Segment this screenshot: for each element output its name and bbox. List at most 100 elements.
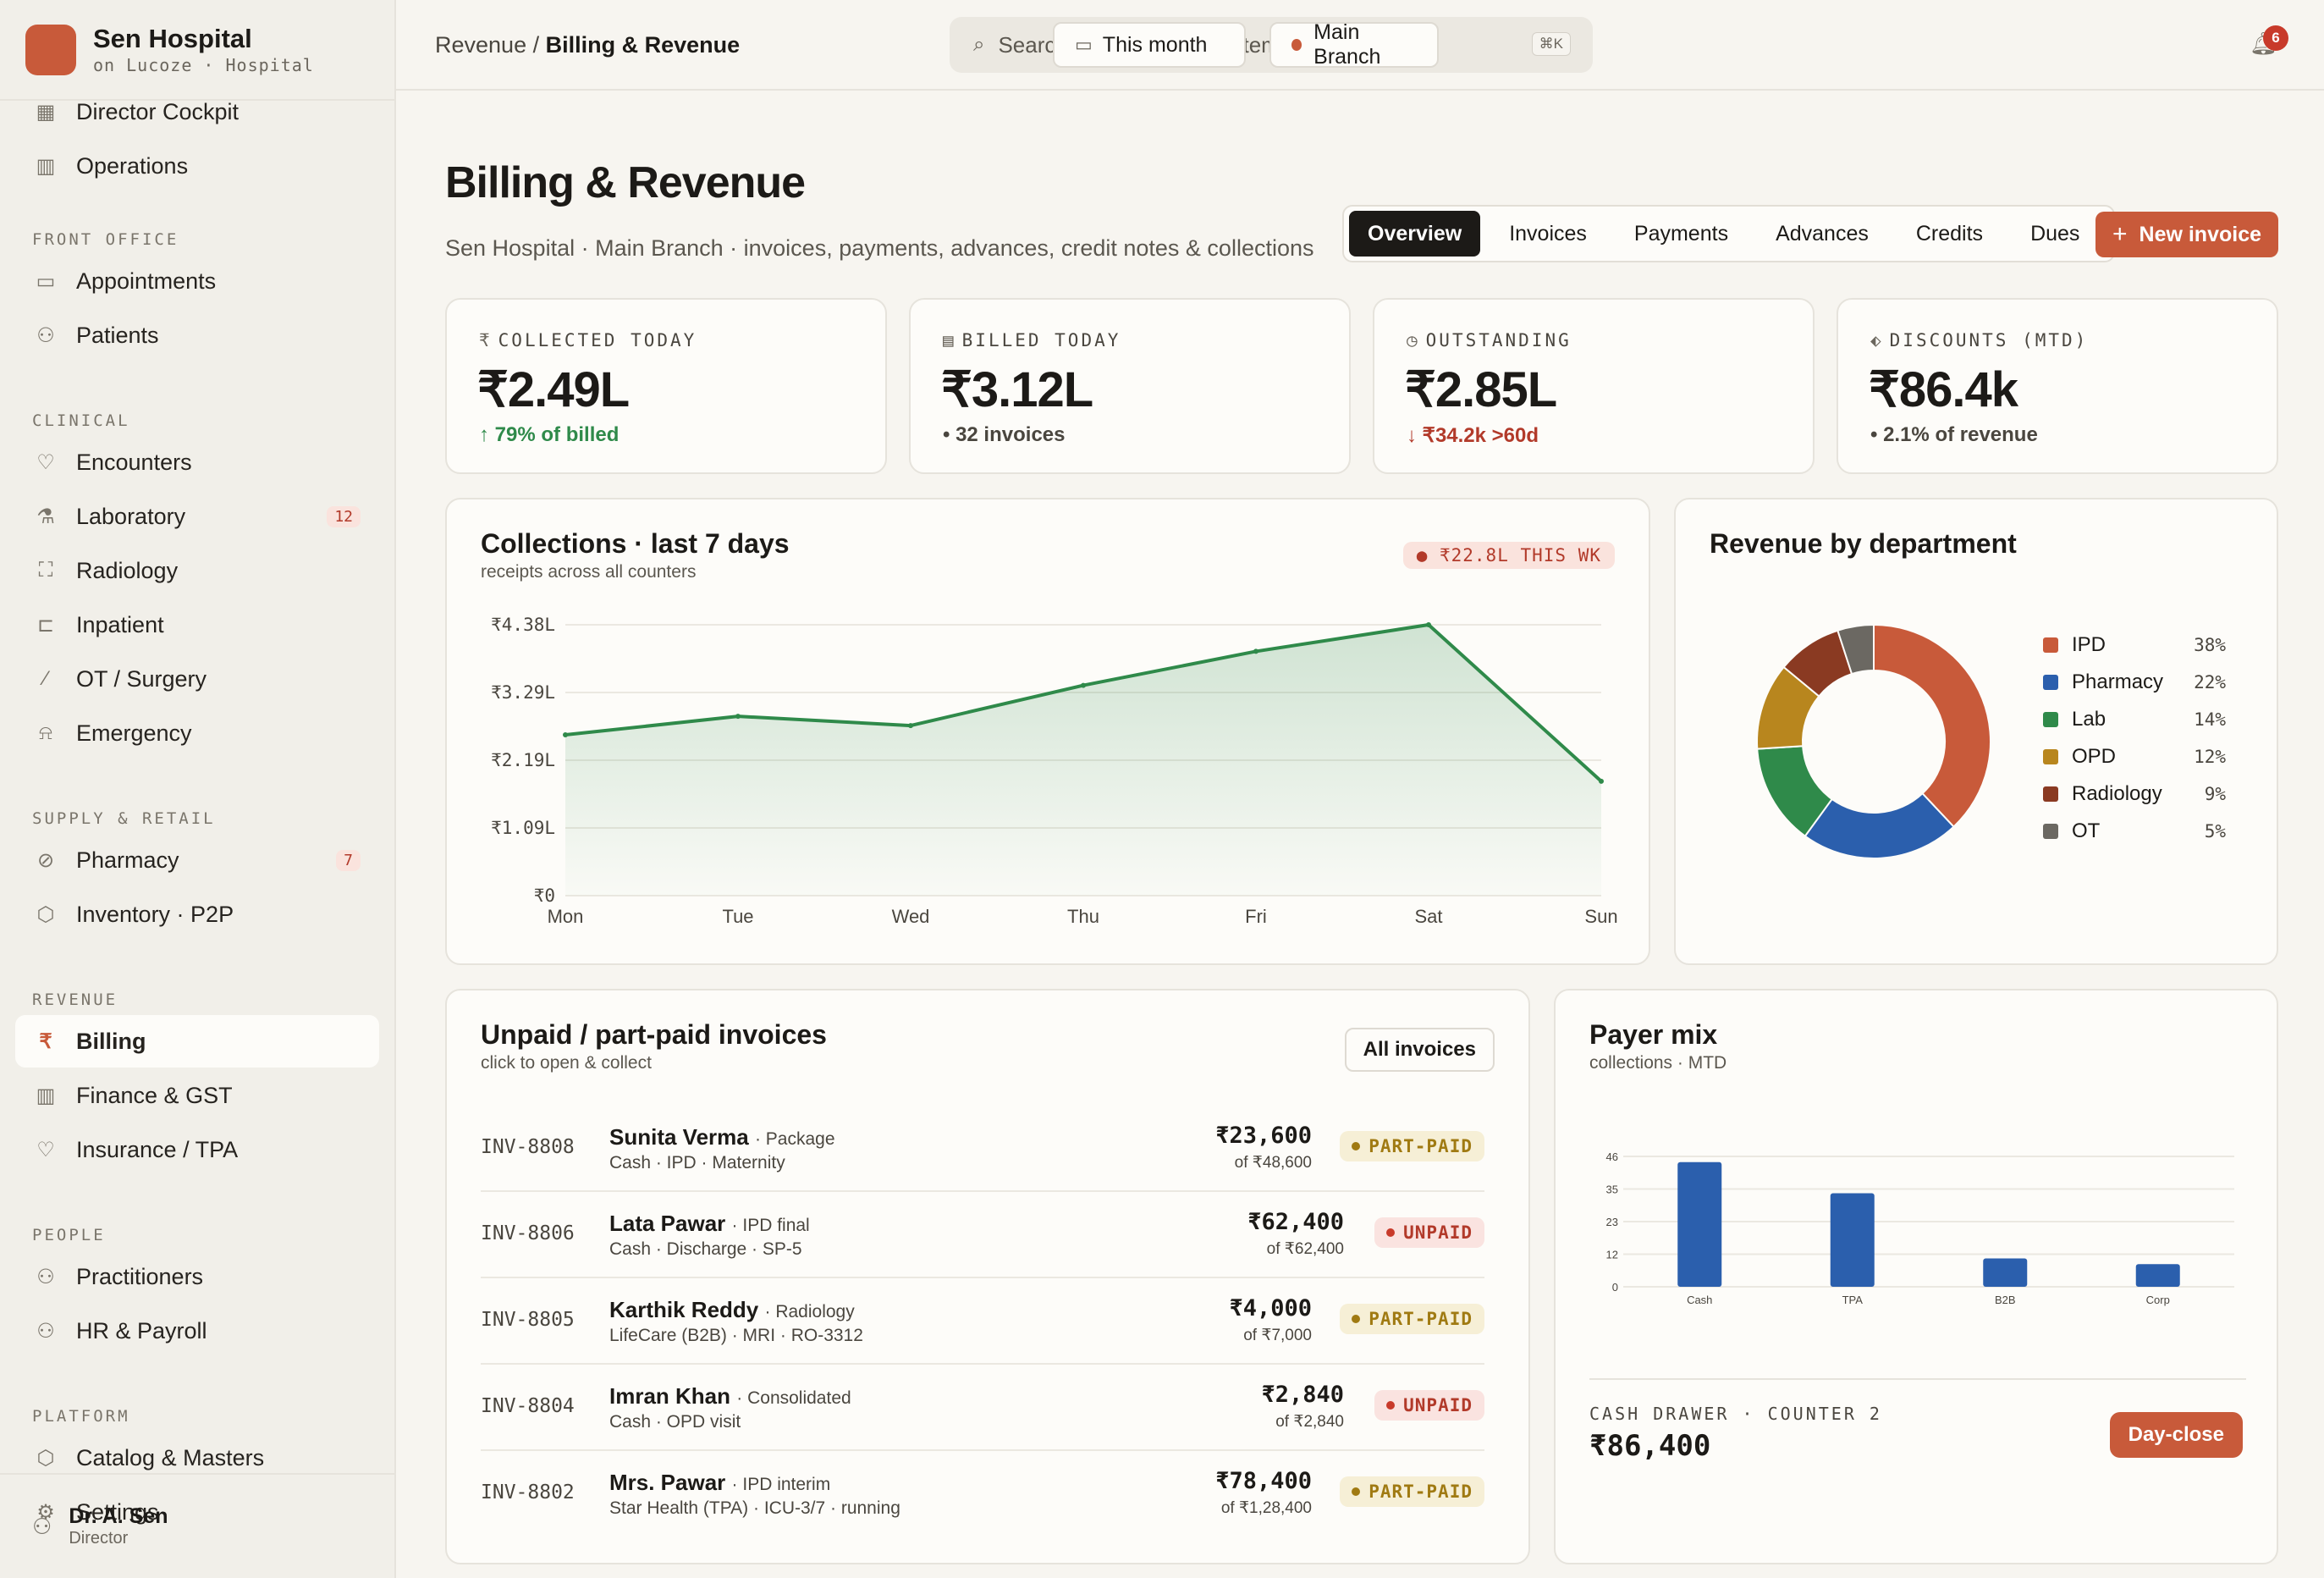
page-title: Billing & Revenue	[445, 158, 806, 207]
kpi-label-text: COLLECTED TODAY	[498, 330, 697, 350]
bed-icon: ⊏	[36, 613, 55, 637]
tab-overview[interactable]: Overview	[1349, 211, 1481, 257]
sidebar-item-label: Emergency	[76, 720, 192, 746]
breadcrumb-parent[interactable]: Revenue /	[435, 32, 540, 58]
legend-label: OT	[2072, 819, 2101, 842]
rupee-icon: ₹	[39, 1029, 52, 1053]
sidebar-item-practitioners[interactable]: ⚇ Practitioners	[15, 1250, 379, 1303]
sidebar-item-label: Settings	[76, 1498, 159, 1525]
tab-credits[interactable]: Credits	[1915, 221, 1984, 246]
user-name: Dr. A. Sen	[69, 1504, 168, 1528]
y-tick-label: 35	[1606, 1184, 1618, 1196]
legend-value: 38%	[2194, 635, 2226, 655]
sidebar-item-inventory-p2p[interactable]: ⬡ Inventory · P2P	[15, 888, 379, 941]
status-dot	[1352, 1142, 1361, 1150]
scan-icon: ⛶	[38, 559, 53, 582]
status-dot	[1386, 1401, 1396, 1410]
payer-subtitle: collections · MTD	[1589, 1053, 1727, 1073]
sidebar-item-pharmacy[interactable]: ⊘ Pharmacy 7	[15, 834, 379, 886]
branch-selector[interactable]: Main Branch	[1269, 20, 1439, 69]
user-profile[interactable]: ⚇ Dr. A. Sen Director	[0, 1473, 394, 1578]
sidebar-item-emergency[interactable]: ⍾ Emergency	[15, 707, 379, 759]
table-row[interactable]: INV-8805 Karthik Reddy · Radiology LifeC…	[481, 1278, 1484, 1365]
new-invoice-button[interactable]: + New invoice	[2095, 212, 2278, 257]
sidebar-item-patients[interactable]: ⚇ Patients	[15, 309, 379, 361]
invoice-type: · Radiology	[764, 1302, 855, 1321]
breadcrumb-current: Billing & Revenue	[545, 32, 741, 58]
sidebar-item-hr-payroll[interactable]: ⚇ HR & Payroll	[15, 1305, 379, 1357]
kpi-label: ₹ COLLECTED TODAY	[479, 330, 697, 350]
sidebar-item-finance-gst[interactable]: ▥ Finance & GST	[15, 1069, 379, 1122]
page-subtitle: Sen Hospital · Main Branch · invoices, p…	[445, 235, 1314, 261]
patient-name-text: Lata Pawar	[609, 1211, 726, 1236]
status-dot	[1352, 1315, 1361, 1323]
clock-icon: ◷	[1407, 330, 1418, 350]
status-badge: UNPAID	[1374, 1217, 1484, 1248]
x-tick-label: B2B	[1995, 1294, 2016, 1306]
invoice-amount: ₹4,000	[1229, 1295, 1312, 1321]
table-row[interactable]: INV-8806 Lata Pawar · IPD final Cash · D…	[481, 1192, 1484, 1278]
sidebar-item-inpatient[interactable]: ⊏ Inpatient	[15, 599, 379, 651]
sidebar-item-label: Patients	[76, 322, 159, 348]
y-tick-label: ₹2.19L	[491, 750, 555, 770]
patient-name-text: Sunita Verma	[609, 1124, 749, 1150]
kpi-card-outstanding[interactable]: ◷ OUTSTANDING ₹2.85L ↓ ₹34.2k >60d	[1373, 298, 1815, 474]
sidebar-item-operations[interactable]: ▥ Operations	[15, 140, 379, 192]
legend-value: 9%	[2204, 784, 2226, 804]
collections-point	[1081, 682, 1086, 688]
sidebar-item-label: Inventory · P2P	[76, 901, 234, 927]
gear-icon: ⚙	[36, 1500, 55, 1524]
sidebar-item-laboratory[interactable]: ⚗ Laboratory 12	[15, 490, 379, 543]
table-row[interactable]: INV-8802 Mrs. Pawar · IPD interim Star H…	[481, 1451, 1484, 1537]
sidebar-item-encounters[interactable]: ♡ Encounters	[15, 436, 379, 488]
all-invoices-button[interactable]: All invoices	[1344, 1028, 1495, 1072]
tab-invoices[interactable]: Invoices	[1509, 221, 1587, 246]
sidebar-item-ot-surgery[interactable]: ⁄ OT / Surgery	[15, 653, 379, 705]
day-close-button[interactable]: Day-close	[2109, 1412, 2243, 1458]
kpi-label: ▤ BILLED TODAY	[943, 330, 1121, 350]
legend-swatch	[2043, 675, 2058, 690]
kpi-card-billed-today[interactable]: ▤ BILLED TODAY ₹3.12L • 32 invoices	[909, 298, 1351, 474]
sidebar-item-radiology[interactable]: ⛶ Radiology	[15, 544, 379, 597]
tab-payments[interactable]: Payments	[1633, 221, 1729, 246]
brand[interactable]: Sen Hospital on Lucoze · Hospital	[0, 0, 394, 101]
sidebar-item-director-cockpit[interactable]: ▦ Director Cockpit	[15, 86, 379, 138]
donut-slice-ipd	[1873, 623, 1991, 829]
grid-icon: ▦	[36, 100, 56, 124]
table-row[interactable]: INV-8808 Sunita Verma · Package Cash · I…	[481, 1106, 1484, 1192]
status-text: PART-PAID	[1369, 1309, 1473, 1329]
status-text: PART-PAID	[1369, 1481, 1473, 1502]
patient-name: Mrs. Pawar · IPD interim	[609, 1470, 830, 1496]
sidebar-item-billing[interactable]: ₹ Billing	[15, 1015, 379, 1068]
kpi-label-text: DISCOUNTS (MTD)	[1889, 330, 2089, 350]
x-tick-label: Wed	[892, 906, 930, 927]
sidebar-section-title: PLATFORM	[32, 1407, 130, 1426]
kpi-card-discounts-mtd[interactable]: ⬖ DISCOUNTS (MTD) ₹86.4k • 2.1% of revenu…	[1837, 298, 2278, 474]
legend-swatch	[2043, 786, 2058, 802]
period-selector[interactable]: ▭ This month	[1053, 22, 1246, 68]
tab-advances[interactable]: Advances	[1776, 221, 1869, 246]
breadcrumb: Revenue / Billing & Revenue	[435, 32, 740, 58]
invoice-type: · IPD interim	[731, 1475, 831, 1494]
patient-name-text: Imran Khan	[609, 1383, 731, 1409]
divider	[1589, 1378, 2246, 1380]
sidebar-item-appointments[interactable]: ▭ Appointments	[15, 255, 379, 307]
sidebar-item-insurance-tpa[interactable]: ♡ Insurance / TPA	[15, 1123, 379, 1176]
payer-title: Payer mix	[1589, 1019, 1718, 1050]
invoice-description: Star Health (TPA) · ICU-3/7 · running	[609, 1498, 900, 1518]
sidebar-item-catalog-masters[interactable]: ⬡ Catalog & Masters	[15, 1432, 379, 1484]
unpaid-title: Unpaid / part-paid invoices	[481, 1019, 827, 1050]
kpi-value: ₹2.85L	[1405, 362, 1557, 417]
collections-subtitle: receipts across all counters	[481, 562, 697, 582]
table-row[interactable]: INV-8804 Imran Khan · Consolidated Cash …	[481, 1365, 1484, 1451]
kpi-card-collected-today[interactable]: ₹ COLLECTED TODAY ₹2.49L ↑ 79% of billed	[445, 298, 887, 474]
sidebar-item-settings[interactable]: ⚙ Settings	[15, 1486, 379, 1538]
invoice-amount: ₹62,400	[1247, 1209, 1344, 1235]
team-icon: ⚇	[36, 1319, 55, 1343]
sidebar-item-label: Pharmacy	[76, 847, 179, 873]
revenue-department-title: Revenue by department	[1710, 528, 2017, 559]
search-icon: ⌕	[973, 33, 985, 56]
tab-dues[interactable]: Dues	[2030, 221, 2080, 246]
calendar-icon: ▭	[1075, 34, 1093, 55]
sidebar-section-title: CLINICAL	[32, 411, 130, 430]
